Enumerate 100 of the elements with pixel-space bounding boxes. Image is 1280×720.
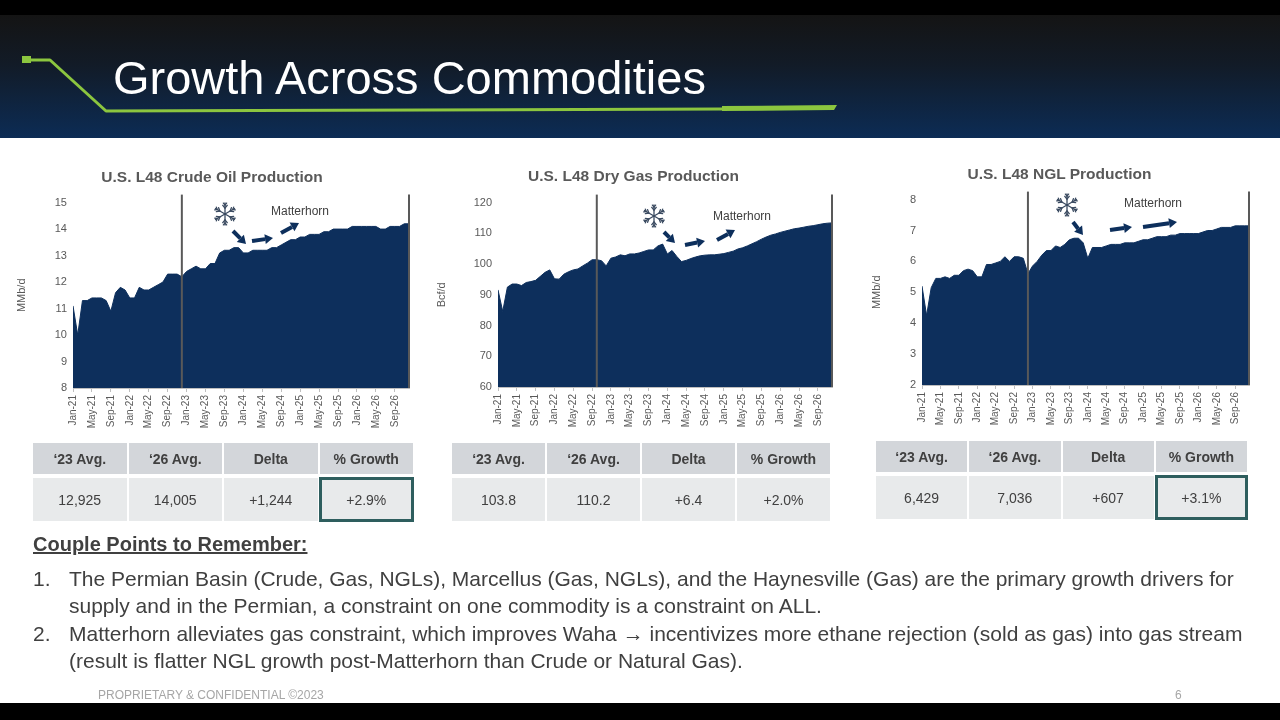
text: 6,429 — [876, 476, 968, 519]
y-tick-label: 15 — [54, 195, 67, 208]
y-tick-label: 8 — [60, 381, 67, 394]
chart-title: U.S. L48 Dry Gas Production — [527, 166, 740, 184]
x-tick-label: May-26 — [792, 393, 804, 428]
text: Couple Points to Remember: — [33, 532, 308, 556]
y-axis-title: MMb/d — [14, 278, 27, 313]
x-tick-label: Jan-26 — [774, 393, 785, 425]
x-tick-label: Jan-25 — [717, 393, 729, 425]
y-tick-label: 12 — [54, 275, 67, 288]
x-tick-label: May-22 — [989, 391, 1001, 426]
y-tick-label: 110 — [474, 226, 492, 239]
text: 12,925 — [33, 478, 127, 521]
x-tick-label: Sep-22 — [1007, 391, 1019, 425]
x-tick-label: May-21 — [934, 391, 946, 426]
text: The Permian Basin (Crude, Gas, NGLs), Marcellus (Gas, NGLs), and the Haynesville (Gas) are the primary growth drivers for supply and in the Permian, a constraint on one commodity is a constraint on ALL. — [69, 566, 1235, 619]
annotation: Matterhorn — [270, 204, 330, 218]
y-tick-label: 14 — [54, 222, 67, 235]
x-tick-label: Sep-23 — [218, 394, 230, 428]
annotation: Matterhorn — [1123, 196, 1183, 210]
x-tick-label: May-26 — [369, 394, 381, 429]
x-tick-label: Sep-25 — [331, 394, 343, 428]
y-tick-label: 6 — [909, 254, 916, 267]
x-tick-label: Sep-23 — [642, 393, 654, 427]
x-tick-label: May-24 — [256, 394, 268, 429]
y-tick-label: 8 — [909, 192, 916, 205]
y-tick-label: 3 — [909, 347, 916, 360]
x-tick-label: Jan-22 — [971, 391, 983, 423]
x-tick-label: Jan-22 — [548, 393, 560, 425]
x-tick-label: May-25 — [736, 393, 748, 428]
x-tick-label: Jan-23 — [604, 393, 616, 425]
x-tick-label: May-24 — [679, 393, 691, 428]
y-tick-label: 5 — [909, 285, 916, 298]
text: 1. — [33, 566, 51, 592]
text: ‘26 Avg. — [128, 443, 222, 474]
x-tick-label: May-23 — [1044, 391, 1056, 426]
x-tick-label: Jan-26 — [350, 394, 362, 426]
text: Delta — [1062, 441, 1154, 472]
y-tick-label: 9 — [60, 354, 67, 367]
x-tick-label: Jan-25 — [293, 394, 305, 426]
y-tick-label: 4 — [909, 316, 916, 329]
chart-title: U.S. L48 NGL Production — [967, 164, 1152, 182]
x-tick-label: Sep-25 — [1173, 391, 1185, 425]
text: +607 — [1062, 476, 1154, 519]
y-tick-label: 100 — [473, 257, 492, 270]
text: 7,036 — [969, 476, 1061, 519]
text: ‘26 Avg. — [547, 443, 640, 474]
text: % Growth — [1155, 441, 1247, 472]
text: +6.4 — [642, 478, 735, 521]
text: 6 — [1175, 688, 1182, 702]
y-tick-label: 70 — [479, 349, 492, 362]
text: Growth Across Commodities — [113, 51, 706, 104]
x-tick-label: Sep-21 — [952, 391, 964, 425]
y-tick-label: 7 — [909, 223, 916, 236]
x-tick-label: Jan-25 — [1136, 391, 1148, 423]
text: Delta — [642, 443, 735, 474]
x-tick-label: Sep-22 — [585, 393, 597, 427]
x-tick-label: Jan-24 — [237, 394, 249, 426]
x-tick-label: May-23 — [199, 394, 211, 429]
x-tick-label: May-21 — [510, 393, 522, 428]
x-tick-label: Jan-26 — [1192, 391, 1204, 423]
text: 14,005 — [128, 478, 222, 521]
x-tick-label: May-22 — [567, 393, 579, 428]
x-tick-label: Sep-26 — [811, 393, 823, 427]
y-tick-label: 60 — [479, 380, 492, 393]
x-tick-label: May-23 — [623, 393, 635, 428]
text: PROPRIETARY & CONFIDENTIAL ©2023 — [98, 688, 324, 702]
chart-title: U.S. L48 Crude Oil Production — [101, 167, 323, 185]
text: +2.0% — [737, 478, 830, 521]
x-tick-label: May-22 — [142, 394, 154, 429]
x-tick-label: Sep-25 — [755, 393, 767, 427]
text: ‘26 Avg. — [969, 441, 1061, 472]
y-tick-label: 80 — [479, 318, 492, 331]
x-tick-label: May-24 — [1099, 391, 1111, 426]
y-tick-label: 10 — [54, 328, 67, 341]
x-tick-label: Jan-21 — [915, 391, 927, 423]
x-tick-label: Jan-24 — [661, 393, 673, 425]
x-tick-label: Sep-21 — [529, 393, 541, 427]
x-tick-label: Jan-23 — [180, 394, 192, 426]
x-tick-label: Jan-21 — [66, 394, 78, 426]
y-tick-label: 90 — [479, 287, 492, 300]
text: ‘23 Avg. — [876, 441, 968, 472]
x-tick-label: Sep-26 — [1228, 391, 1240, 425]
text: % Growth — [737, 443, 830, 474]
x-tick-label: Jan-22 — [123, 394, 135, 426]
text: ‘23 Avg. — [33, 443, 127, 474]
text: 110.2 — [547, 478, 640, 521]
text: +1,244 — [224, 478, 318, 521]
x-tick-label: Sep-26 — [388, 394, 400, 428]
y-tick-label: 120 — [473, 195, 492, 208]
x-tick-label: Sep-24 — [698, 393, 710, 427]
x-tick-label: May-25 — [312, 394, 324, 429]
x-tick-label: Sep-24 — [1118, 391, 1130, 425]
y-tick-label: 2 — [909, 378, 916, 391]
text: ‘23 Avg. — [452, 443, 545, 474]
text: Delta — [224, 443, 318, 474]
annotation: Matterhorn — [712, 209, 772, 223]
x-tick-label: Sep-21 — [104, 394, 116, 428]
y-tick-label: 13 — [54, 248, 67, 261]
text: 2. — [33, 621, 51, 647]
